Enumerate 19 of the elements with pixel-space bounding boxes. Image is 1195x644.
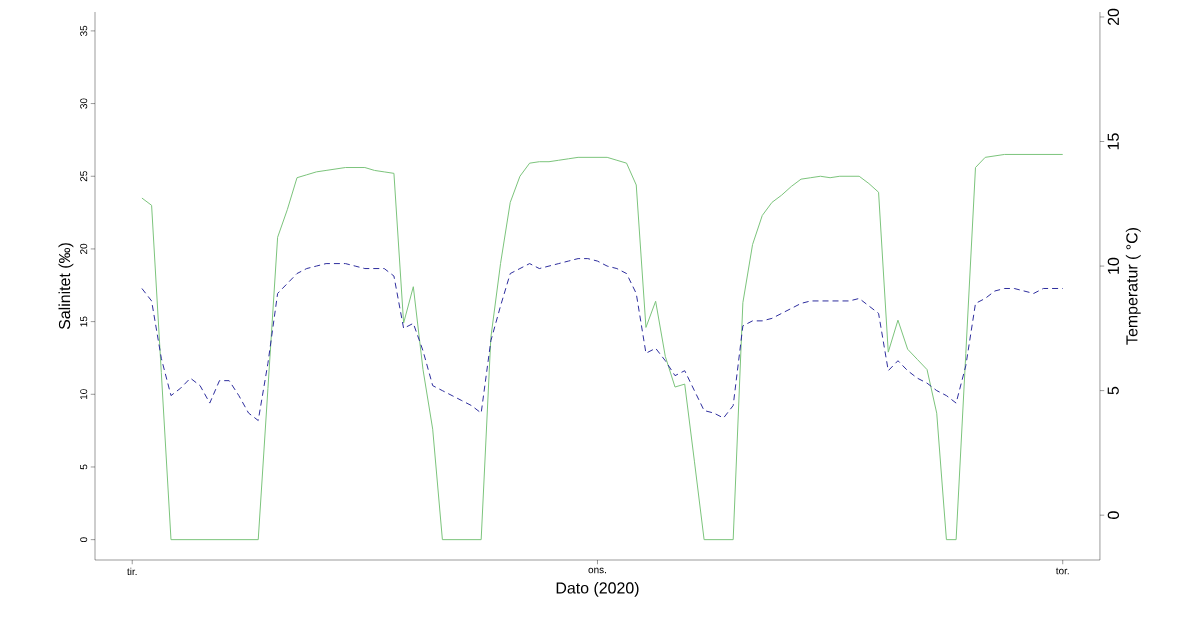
y2-tick-label: 5 — [1107, 386, 1119, 395]
y2-tick-label: 15 — [1107, 133, 1119, 150]
y-tick-label: 25 — [80, 171, 88, 182]
y-tick-label: 30 — [80, 98, 88, 109]
y-tick-label: 35 — [80, 25, 88, 37]
y-tick-label: 5 — [80, 464, 88, 470]
y2-tick-label: 20 — [1107, 8, 1120, 26]
y2-axis-title: Temperatur ( °C) — [1125, 228, 1141, 345]
x-tick-label: ons. — [588, 567, 606, 574]
y2-tick-label: 10 — [1107, 257, 1120, 274]
y-tick-label: 20 — [80, 243, 88, 254]
x-axis-title: Dato (2020) — [556, 581, 639, 597]
y2-tick-label: 0 — [1107, 511, 1120, 519]
y-tick-label: 0 — [80, 537, 88, 543]
x-tick-label: tir. — [127, 567, 137, 576]
y-tick-label: 15 — [80, 316, 88, 327]
x-tick-label: tor. — [1055, 567, 1069, 575]
y-axis-title: Salinitet (‰) — [58, 243, 74, 330]
y-tick-label: 10 — [80, 389, 88, 400]
